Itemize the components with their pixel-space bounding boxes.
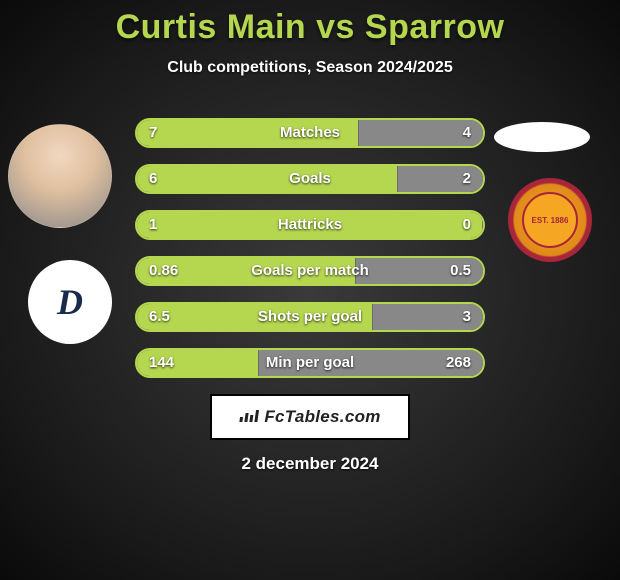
stat-row: 6.53Shots per goal <box>135 302 485 332</box>
chart-icon <box>238 407 261 428</box>
stat-row: 62Goals <box>135 164 485 194</box>
stat-label: Min per goal <box>137 350 483 376</box>
date-text: 2 december 2024 <box>0 454 620 474</box>
stat-label: Goals <box>137 166 483 192</box>
stat-row: 74Matches <box>135 118 485 148</box>
page-title: Curtis Main vs Sparrow <box>0 0 620 47</box>
subtitle: Club competitions, Season 2024/2025 <box>0 59 620 77</box>
stat-label: Matches <box>137 120 483 146</box>
stat-label: Shots per goal <box>137 304 483 330</box>
stat-row: 144268Min per goal <box>135 348 485 378</box>
stat-label: Goals per match <box>137 258 483 284</box>
attribution-box: FcTables.com <box>210 394 410 440</box>
attribution-text: FcTables.com <box>264 407 380 427</box>
stats-panel: 74Matches 62Goals 10Hattricks 0.860.5Goals … <box>0 118 620 474</box>
stat-row: 0.860.5Goals per match <box>135 256 485 286</box>
stat-row: 10Hattricks <box>135 210 485 240</box>
stat-label: Hattricks <box>137 212 483 238</box>
